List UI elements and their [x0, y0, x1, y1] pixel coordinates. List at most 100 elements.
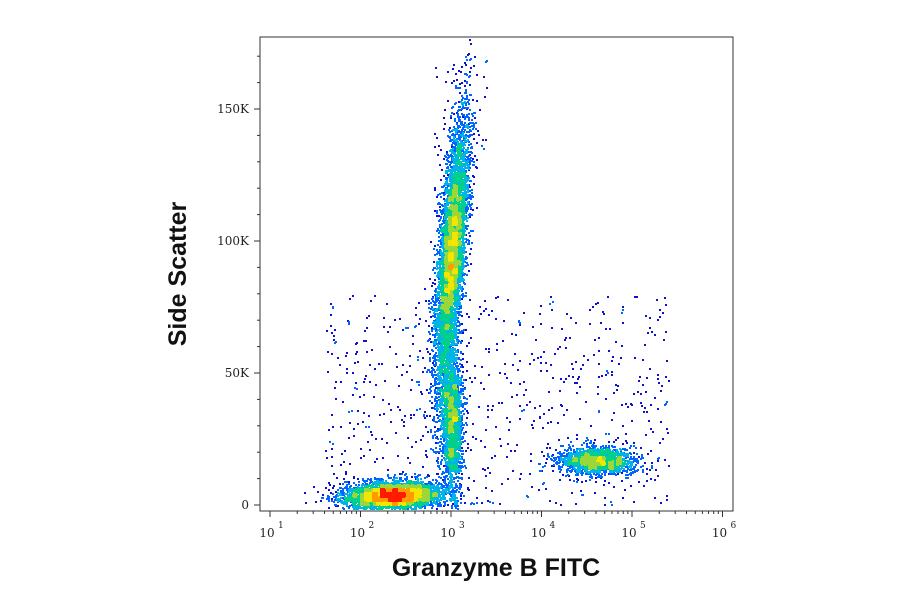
data-point — [428, 325, 430, 327]
data-point — [328, 429, 330, 431]
data-point — [450, 481, 452, 483]
data-point — [625, 477, 627, 479]
data-point — [521, 410, 523, 412]
data-point — [636, 296, 638, 298]
data-point — [623, 459, 625, 461]
data-point — [587, 359, 589, 361]
data-point — [433, 321, 435, 323]
data-point — [495, 426, 497, 428]
data-point — [646, 411, 648, 413]
data-point — [413, 414, 415, 416]
data-point — [469, 126, 471, 128]
data-point — [348, 323, 350, 325]
data-point — [468, 131, 470, 133]
data-point — [365, 426, 367, 428]
data-point — [443, 476, 445, 478]
data-point — [627, 468, 629, 470]
data-point — [440, 415, 442, 417]
data-point — [459, 446, 461, 448]
data-point — [460, 101, 462, 103]
data-point — [576, 434, 578, 436]
data-point — [615, 341, 617, 343]
data-point — [471, 147, 473, 149]
data-point — [321, 497, 323, 499]
data-point — [651, 331, 653, 333]
data-point — [650, 428, 652, 430]
data-point — [370, 431, 372, 433]
data-point — [590, 425, 592, 427]
data-point — [437, 267, 439, 269]
data-point — [465, 265, 467, 267]
data-point — [393, 476, 395, 478]
data-point — [565, 337, 567, 339]
data-point — [449, 498, 451, 500]
data-point — [443, 481, 445, 483]
data-point — [453, 80, 455, 82]
data-point — [328, 500, 330, 502]
data-point — [456, 87, 458, 89]
data-point — [581, 481, 583, 483]
data-point — [455, 354, 457, 356]
data-point — [448, 170, 450, 172]
data-point — [665, 304, 667, 306]
data-point — [621, 404, 623, 406]
data-point — [331, 353, 333, 355]
data-point — [569, 479, 571, 481]
data-point — [462, 219, 464, 221]
data-point — [447, 167, 449, 169]
data-point — [330, 325, 332, 327]
data-point — [342, 483, 344, 485]
data-point — [606, 370, 608, 372]
data-point — [618, 363, 620, 365]
data-point — [434, 272, 436, 274]
data-point — [435, 447, 437, 449]
data-point — [466, 198, 468, 200]
data-point — [440, 461, 442, 463]
data-point — [453, 152, 455, 154]
data-point — [325, 450, 327, 452]
data-point — [560, 457, 562, 459]
data-point — [464, 165, 466, 167]
data-point — [437, 374, 439, 376]
data-point — [468, 241, 470, 243]
data-point — [507, 478, 509, 480]
data-point — [455, 318, 457, 320]
data-point — [468, 342, 470, 344]
data-point — [444, 502, 446, 504]
data-point — [464, 80, 466, 82]
data-point — [455, 351, 457, 353]
data-point — [459, 469, 461, 471]
data-point — [424, 417, 426, 419]
data-point — [519, 383, 521, 385]
data-point — [426, 415, 428, 417]
data-point — [356, 351, 358, 353]
data-point — [444, 155, 446, 157]
data-point — [456, 332, 458, 334]
data-point — [649, 368, 651, 370]
data-point — [637, 391, 639, 393]
data-point — [461, 113, 463, 115]
data-point — [440, 196, 442, 198]
data-point — [350, 485, 352, 487]
data-point — [387, 474, 389, 476]
data-point — [589, 476, 591, 478]
data-point — [469, 84, 471, 86]
data-point — [430, 341, 432, 343]
data-point — [448, 129, 450, 131]
data-point — [642, 359, 644, 361]
data-point — [471, 113, 473, 115]
data-point — [363, 394, 365, 396]
data-point — [548, 391, 550, 393]
data-point — [629, 447, 631, 449]
data-point — [435, 352, 437, 354]
data-point — [468, 177, 470, 179]
data-point — [366, 317, 368, 319]
data-point — [462, 390, 464, 392]
data-point — [470, 198, 472, 200]
data-point — [651, 462, 653, 464]
data-point — [650, 450, 652, 452]
data-point — [433, 416, 435, 418]
data-point — [581, 444, 583, 446]
data-point — [556, 463, 558, 465]
data-point — [449, 164, 451, 166]
